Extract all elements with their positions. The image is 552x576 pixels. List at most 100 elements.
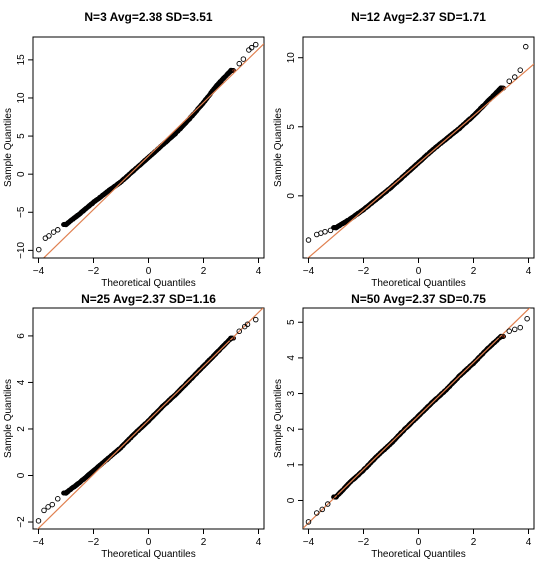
y-tick-label: −2: [16, 516, 27, 528]
qq-point: [319, 506, 326, 513]
qq-point: [506, 78, 513, 84]
qq-point: [252, 41, 259, 48]
x-tick-label: 2: [471, 266, 477, 277]
y-tick-label: 2: [16, 426, 27, 432]
qq-point: [524, 315, 530, 322]
x-axis-label: Theoretical Quantiles: [101, 549, 196, 560]
x-tick-label: 0: [146, 266, 152, 277]
y-axis-label: Sample Quantiles: [3, 108, 14, 187]
qq-point: [322, 229, 328, 235]
qq-point: [248, 44, 255, 51]
qq-point: [512, 74, 518, 80]
y-tick-label: 10: [16, 92, 27, 104]
y-tick-label: 6: [16, 333, 27, 339]
qq-point: [512, 326, 518, 333]
qq-point: [327, 227, 334, 234]
y-axis-label: Sample Quantiles: [3, 379, 14, 458]
qq-point: [517, 324, 524, 331]
qq-point: [240, 56, 247, 62]
y-tick-label: 5: [16, 133, 27, 139]
x-tick-label: 2: [201, 266, 207, 277]
qq-panel-n50: N=50 Avg=2.37 SD=0.75 −4 −2 0 2 4 0 1 2 3 4 5 Theore…: [273, 292, 535, 560]
y-axis-label: Sample Quantiles: [273, 379, 284, 458]
x-axis-label: Theoretical Quantiles: [371, 549, 466, 560]
y-tick-label: 0: [286, 193, 297, 199]
y-tick-label: 4: [16, 379, 27, 385]
qq-point: [523, 43, 529, 50]
y-tick-label: 3: [286, 390, 297, 396]
qq-point: [35, 518, 42, 524]
y-tick-label: 10: [286, 52, 297, 64]
qq-point: [49, 501, 56, 508]
y-tick-label: −10: [16, 241, 27, 258]
qq-panel-n25: N=25 Avg=2.37 SD=1.16 −4 −2 0 2 4 −2 0 2 4 6 Theore…: [3, 292, 265, 560]
qq-panel-n12: N=12 Avg=2.37 SD=1.71 −4 −2 0 2 4 0 5 10 Theoreti…: [273, 10, 535, 289]
reference-line: [307, 63, 534, 258]
y-tick-label: 5: [286, 319, 297, 325]
y-tick-label: 0: [16, 472, 27, 478]
qq-point: [45, 504, 51, 510]
qq-point: [314, 510, 320, 516]
reference-line: [303, 308, 531, 529]
qq-point: [41, 507, 47, 514]
qq-point: [50, 229, 57, 235]
qq-point: [63, 221, 69, 228]
qq-point: [55, 227, 61, 233]
reference-line: [42, 43, 264, 258]
data-layer: [305, 43, 534, 258]
qq-point: [498, 333, 504, 340]
x-tick-label: 0: [146, 537, 152, 548]
data-layer: [35, 308, 264, 529]
panel-title: N=12 Avg=2.37 SD=1.71: [351, 10, 486, 24]
data-layer: [36, 41, 264, 258]
y-tick-label: 15: [16, 54, 27, 66]
x-tick-label: −4: [303, 537, 315, 548]
x-axis-label: Theoretical Quantiles: [101, 278, 196, 289]
x-tick-label: −2: [358, 266, 370, 277]
x-tick-label: 4: [256, 266, 262, 277]
qq-point: [55, 496, 61, 502]
x-tick-label: 4: [256, 537, 262, 548]
y-tick-label: 0: [16, 171, 27, 177]
reference-line: [36, 308, 264, 529]
qq-point: [244, 321, 251, 328]
x-tick-label: −2: [88, 266, 100, 277]
y-tick-label: 2: [286, 426, 297, 432]
x-tick-label: 0: [416, 537, 422, 548]
panel-title: N=3 Avg=2.38 SD=3.51: [84, 10, 213, 24]
y-tick-label: 4: [286, 355, 297, 361]
qq-point: [236, 328, 242, 335]
x-tick-label: −4: [33, 537, 45, 548]
qq-point: [517, 67, 524, 73]
y-axis-label: Sample Quantiles: [273, 108, 284, 187]
data-layer: [303, 308, 531, 529]
y-tick-label: 0: [286, 497, 297, 503]
x-tick-label: −2: [358, 537, 370, 548]
panel-title: N=50 Avg=2.37 SD=0.75: [351, 292, 486, 306]
x-tick-label: 2: [201, 537, 207, 548]
qq-point: [236, 60, 242, 67]
qq-point: [305, 237, 312, 243]
qq-point: [228, 335, 234, 341]
qq-point: [506, 328, 513, 334]
y-tick-label: 1: [286, 462, 297, 468]
qq-point: [498, 85, 504, 91]
qq-panel-n3: N=3 Avg=2.38 SD=3.51 −4 −2 0 2 4 −10 −5 0 5 10 15 Th…: [3, 10, 265, 289]
qq-point: [333, 494, 339, 500]
x-tick-label: 2: [471, 537, 477, 548]
x-tick-label: 0: [416, 266, 422, 277]
panel-title: N=25 Avg=2.37 SD=1.16: [81, 292, 216, 306]
x-tick-label: −4: [33, 266, 45, 277]
qq-point: [325, 501, 331, 507]
y-tick-label: 5: [286, 124, 297, 130]
qq-point: [36, 246, 42, 253]
qq-point: [63, 490, 69, 496]
qq-point: [305, 519, 312, 525]
x-tick-label: 4: [526, 537, 532, 548]
x-tick-label: −4: [303, 266, 315, 277]
qq-point: [228, 67, 234, 74]
x-axis-label: Theoretical Quantiles: [371, 278, 466, 289]
qq-point: [252, 316, 259, 323]
qq-point: [333, 224, 339, 231]
